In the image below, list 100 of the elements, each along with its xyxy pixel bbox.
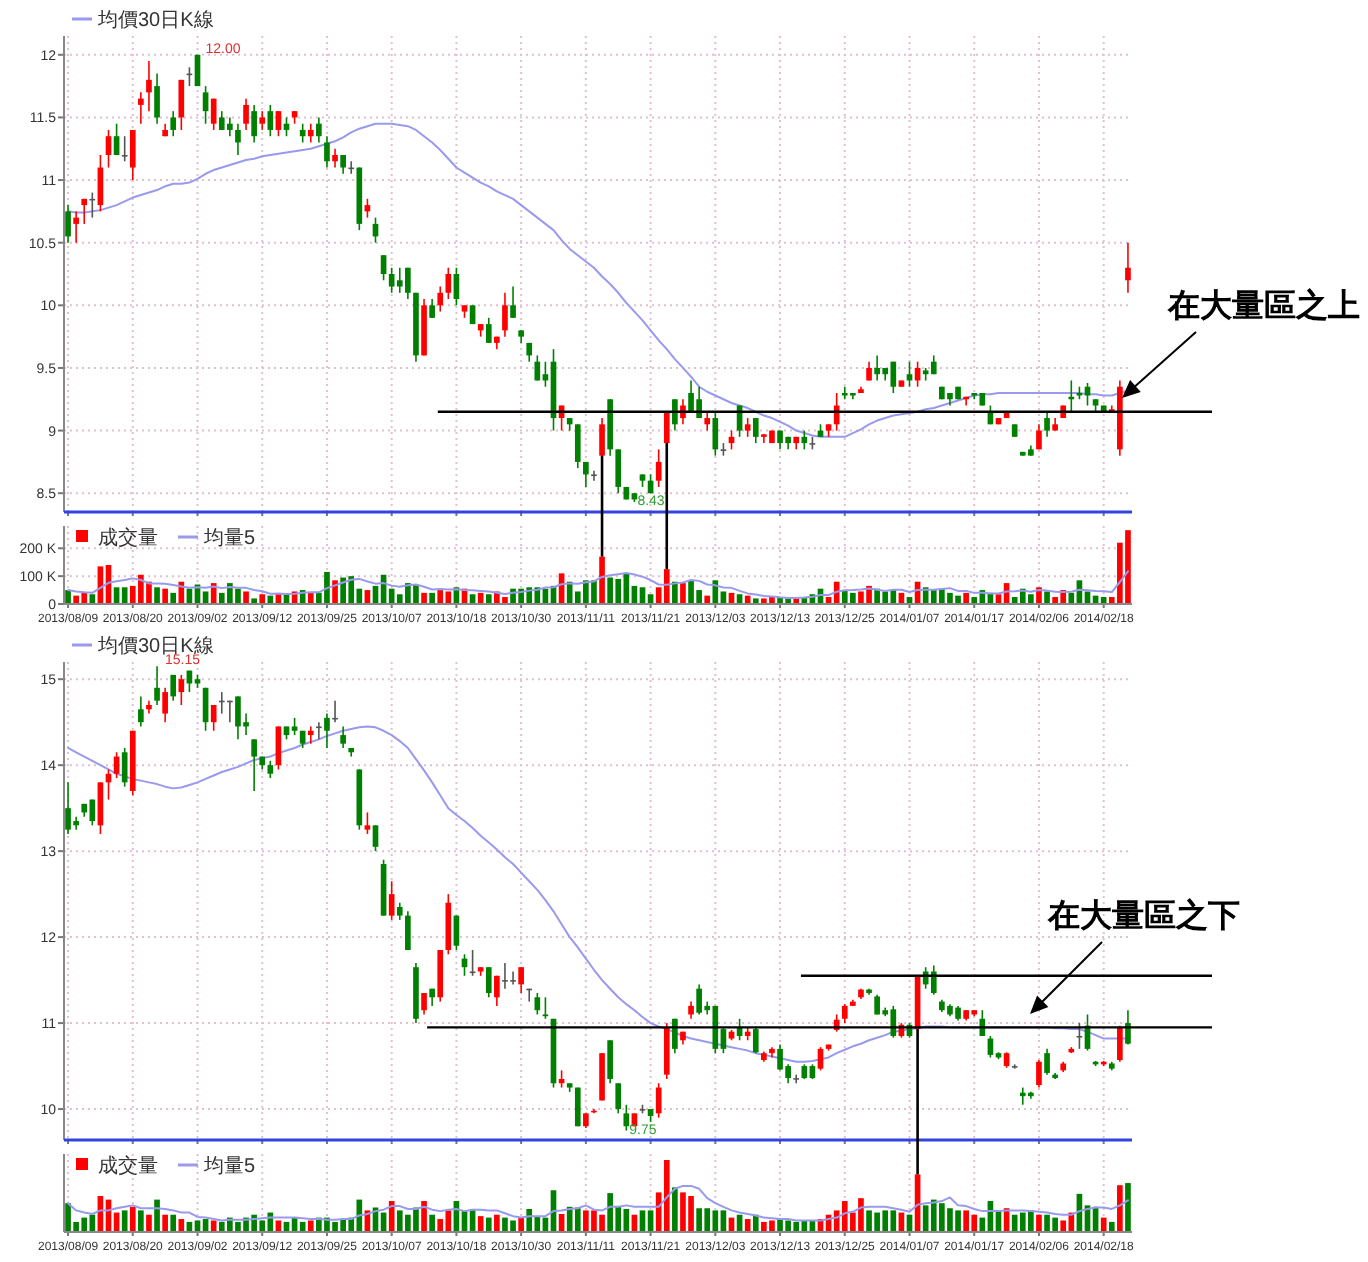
bar: [227, 583, 233, 604]
candlestick: [502, 291, 508, 338]
bar: [348, 576, 355, 604]
bar: [704, 1208, 711, 1232]
candlestick: [138, 695, 144, 728]
bar: [1028, 594, 1034, 604]
bar: [413, 584, 419, 604]
bar: [129, 1206, 136, 1232]
candlestick: [332, 147, 338, 169]
bar: [890, 1210, 897, 1232]
bar: [939, 1203, 945, 1232]
candlestick: [615, 448, 622, 495]
candlestick: [890, 1005, 897, 1039]
bar: [663, 569, 670, 604]
bar: [874, 1212, 880, 1232]
candlestick: [1019, 1086, 1026, 1106]
bar: [138, 1210, 144, 1232]
bar: [566, 1206, 573, 1232]
bar: [890, 590, 897, 604]
bar: [218, 1221, 225, 1232]
candlestick: [405, 266, 411, 300]
candlestick: [655, 448, 662, 488]
bar: [146, 1214, 152, 1232]
candlestick: [777, 1043, 783, 1072]
candlestick: [615, 1082, 622, 1115]
candlestick: [599, 1052, 605, 1102]
bar: [65, 1203, 71, 1232]
bar: [1125, 530, 1131, 604]
bar: [801, 1220, 808, 1232]
bar: [1125, 1183, 1131, 1232]
bar: [510, 1220, 516, 1232]
candlestick: [655, 1082, 662, 1119]
candlestick: [445, 266, 452, 300]
candlestick: [380, 254, 387, 282]
bar: [841, 1201, 848, 1232]
bar: [672, 581, 678, 604]
candlestick: [372, 824, 379, 852]
candlestick: [1044, 410, 1050, 438]
bar: [761, 1221, 767, 1232]
bar: [146, 581, 152, 604]
bar: [607, 577, 613, 604]
bar: [138, 574, 144, 604]
candlestick: [324, 712, 330, 749]
candlestick: [1084, 382, 1091, 407]
bar: [833, 581, 840, 604]
candlestick: [518, 966, 524, 994]
candlestick: [510, 970, 516, 986]
candlestick: [591, 469, 597, 482]
bar: [154, 587, 160, 604]
bar: [680, 1192, 686, 1232]
bar: [1044, 1214, 1050, 1232]
legend-label: 成交量: [98, 1154, 158, 1178]
bar: [947, 592, 953, 604]
candlestick: [340, 154, 346, 175]
bar: [769, 1220, 775, 1232]
bar: [922, 1205, 929, 1232]
bar: [963, 1210, 969, 1232]
bar: [494, 1214, 500, 1232]
bar: [259, 594, 266, 604]
bar: [583, 1210, 589, 1232]
candlestick: [316, 721, 322, 741]
bar: [761, 598, 767, 604]
candlestick: [89, 798, 96, 827]
candlestick: [138, 91, 144, 125]
bar: [1108, 1221, 1115, 1232]
bar: [850, 592, 856, 604]
candlestick: [469, 949, 476, 977]
bar: [429, 1214, 435, 1232]
bar: [235, 588, 241, 604]
bar: [1019, 1212, 1026, 1232]
bar: [607, 1193, 613, 1232]
candlestick: [307, 122, 314, 144]
bar: [752, 598, 759, 604]
legend-label: 均價30日K線: [96, 8, 214, 32]
bar: [437, 590, 444, 604]
line-series: [67, 570, 1129, 599]
candlestick: [154, 665, 160, 706]
bar: [429, 592, 435, 604]
bar: [712, 580, 719, 604]
bar: [445, 1210, 452, 1232]
bar: [1028, 1210, 1034, 1232]
candlestick: [275, 110, 282, 138]
candlestick: [73, 210, 79, 244]
bar: [599, 556, 605, 604]
candlestick: [663, 1022, 670, 1080]
bar: [340, 577, 346, 604]
candlestick: [121, 135, 128, 163]
bar: [307, 1220, 314, 1232]
candlestick: [105, 129, 112, 169]
bar: [243, 591, 249, 604]
candlestick: [930, 964, 937, 996]
bar: [882, 1210, 889, 1232]
bar: [1100, 597, 1107, 604]
bar: [299, 1221, 306, 1232]
candlestick: [316, 116, 322, 144]
bar: [591, 1210, 597, 1232]
bar: [1044, 591, 1050, 604]
bar: [566, 581, 573, 604]
bar: [930, 1199, 937, 1232]
bar: [591, 580, 597, 604]
